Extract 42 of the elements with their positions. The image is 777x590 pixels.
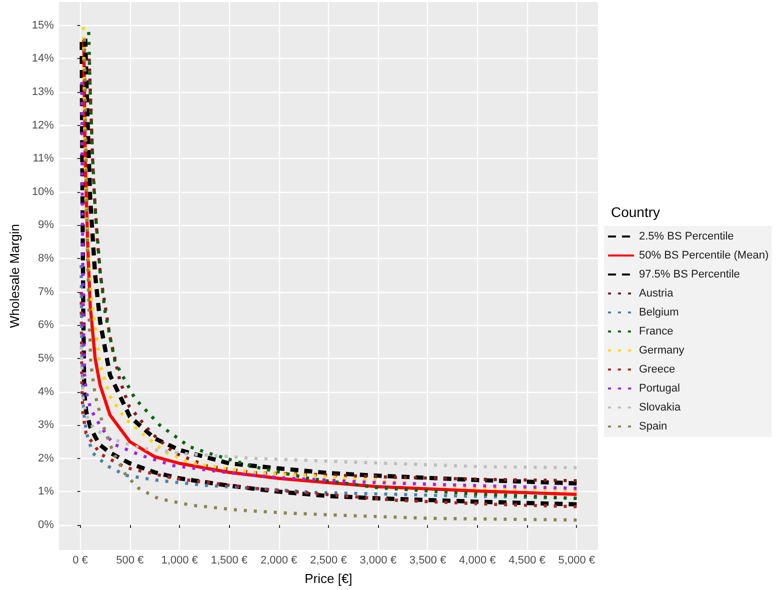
y-tick-label: 3% <box>38 419 54 432</box>
x-tick-label: 3,500 € <box>409 554 446 566</box>
y-tick-label: 1% <box>38 486 54 498</box>
y-tick-label: 13% <box>32 86 54 98</box>
y-tick-label: 14% <box>32 52 54 65</box>
x-tick-label: 0 € <box>72 554 88 566</box>
x-tick-label: 1,000 € <box>161 554 198 566</box>
x-tick-label: 1,500 € <box>210 554 248 566</box>
y-tick-label: 10% <box>32 186 54 198</box>
y-axis-title: Wholesale Margin <box>7 224 22 328</box>
y-tick-label: 2% <box>38 452 54 464</box>
y-tick-label: 11% <box>32 152 54 165</box>
y-tick-label: 7% <box>38 286 54 298</box>
y-tick-label: 8% <box>38 252 54 265</box>
x-tick-label: 4,000 € <box>459 554 496 566</box>
legend-label: Germany <box>639 344 685 356</box>
x-tick-label: 500 € <box>116 554 144 566</box>
legend-label: 97.5% BS Percentile <box>639 268 740 280</box>
y-tick-label: 5% <box>38 352 54 364</box>
y-tick-label: 6% <box>38 319 54 332</box>
legend-label: Spain <box>639 420 668 432</box>
x-tick-label: 3,000 € <box>360 554 396 566</box>
x-tick-label: 2,500 € <box>310 554 347 566</box>
line-series <box>80 345 578 470</box>
legend-label: Greece <box>639 364 676 376</box>
y-tick-label: 4% <box>38 386 54 398</box>
y-tick-label: 9% <box>38 219 54 232</box>
x-tick-label: 4,500 € <box>508 554 546 566</box>
legend-label: Belgium <box>639 306 679 318</box>
y-tick-label: 12% <box>32 119 54 132</box>
legend-label: 2.5% BS Percentile <box>639 230 734 242</box>
legend-label: Austria <box>639 288 674 300</box>
legend-title: Country <box>611 204 660 220</box>
y-tick-label: 15% <box>32 19 54 32</box>
x-tick-label: 5,000 € <box>558 554 596 566</box>
x-tick-label: 2,000 € <box>260 554 298 566</box>
x-axis-title: Price [€] <box>304 571 352 586</box>
legend-label: Portugal <box>639 382 680 394</box>
legend-label: France <box>639 326 674 338</box>
y-tick-label: 0% <box>38 519 54 532</box>
legend-label: 50% BS Percentile (Mean) <box>639 250 769 262</box>
legend-label: Slovakia <box>639 402 682 414</box>
